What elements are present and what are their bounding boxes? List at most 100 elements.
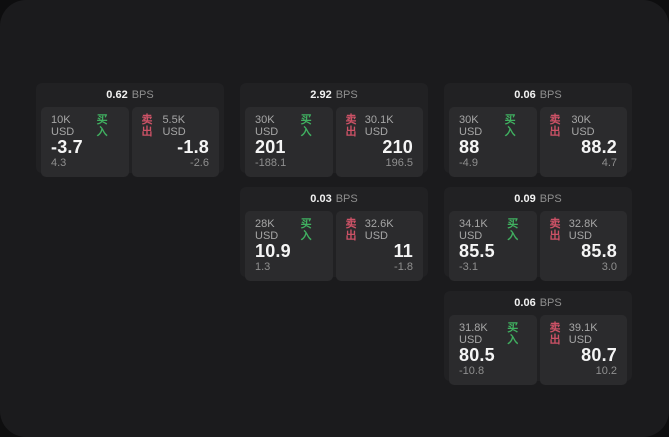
buy-delta: -4.9 xyxy=(459,157,478,169)
sell-delta: 4.7 xyxy=(601,157,617,169)
buy-amount: 34.1K USD xyxy=(459,218,488,242)
card-header: 0.09 BPS xyxy=(449,187,627,211)
sell-amount: 32.8K USD xyxy=(568,218,598,242)
quote-panels: 28K USD 买入 10.9 1.3 卖出 32.6K USD 11 -1.8 xyxy=(245,211,423,281)
buy-side-label: 买入 xyxy=(300,218,312,242)
sell-delta: 196.5 xyxy=(385,157,413,169)
sell-side-label: 卖出 xyxy=(549,322,561,346)
sell-side-label: 卖出 xyxy=(345,218,357,242)
sell-price: 85.8 xyxy=(581,241,617,261)
quote-card-1: 0.62 BPS 10K USD 买入 -3.7 4.3 卖出 5.5K USD xyxy=(36,83,224,177)
sell-quote-panel[interactable]: 卖出 32.8K USD 85.8 3.0 xyxy=(539,211,627,281)
buy-amount: 10K USD xyxy=(51,114,75,138)
sell-panel-top: 卖出 5.5K USD xyxy=(142,114,210,138)
buy-panel-top: 34.1K USD 买入 xyxy=(459,218,527,242)
buy-quote-panel[interactable]: 10K USD 买入 -3.7 4.3 xyxy=(41,107,129,177)
sell-side-label: 卖出 xyxy=(549,218,561,242)
buy-quote-panel[interactable]: 34.1K USD 买入 85.5 -3.1 xyxy=(449,211,537,281)
bps-value: 2.92 xyxy=(310,89,332,101)
bps-value: 0.03 xyxy=(310,193,332,205)
buy-quote-panel[interactable]: 28K USD 买入 10.9 1.3 xyxy=(245,211,333,281)
buy-side-label: 买入 xyxy=(507,322,519,346)
sell-amount: 30.1K USD xyxy=(364,114,394,138)
sell-amount: 30K USD xyxy=(571,114,595,138)
buy-panel-top: 10K USD 买入 xyxy=(51,114,119,138)
quote-panels: 30K USD 买入 201 -188.1 卖出 30.1K USD 210 1… xyxy=(245,107,423,177)
buy-delta: -188.1 xyxy=(255,157,287,169)
card-header: 0.06 BPS xyxy=(449,83,627,107)
sell-panel-top: 卖出 32.6K USD xyxy=(346,218,414,242)
sell-quote-panel[interactable]: 卖出 39.1K USD 80.7 10.2 xyxy=(539,315,627,385)
sell-amount: 5.5K USD xyxy=(162,114,186,138)
buy-quote-panel[interactable]: 31.8K USD 买入 80.5 -10.8 xyxy=(449,315,537,385)
buy-panel-top: 28K USD 买入 xyxy=(255,218,323,242)
buy-panel-top: 30K USD 买入 xyxy=(459,114,527,138)
buy-amount: 30K USD xyxy=(255,114,279,138)
sell-quote-panel[interactable]: 卖出 32.6K USD 11 -1.8 xyxy=(335,211,423,281)
quote-grid: 0.62 BPS 10K USD 买入 -3.7 4.3 卖出 5.5K USD xyxy=(36,83,632,385)
buy-price: 201 xyxy=(255,137,286,157)
buy-side-label: 买入 xyxy=(300,114,312,138)
sell-price: 210 xyxy=(382,137,413,157)
sell-panel-top: 卖出 30.1K USD xyxy=(346,114,414,138)
buy-amount: 28K USD xyxy=(255,218,279,242)
card-header: 0.03 BPS xyxy=(245,187,423,211)
buy-price: 88 xyxy=(459,137,480,157)
buy-delta: -10.8 xyxy=(459,365,485,377)
buy-price: 10.9 xyxy=(255,241,291,261)
sell-side-label: 卖出 xyxy=(141,114,153,138)
buy-delta: 4.3 xyxy=(51,157,67,169)
buy-price: -3.7 xyxy=(51,137,83,157)
sell-price: -1.8 xyxy=(177,137,209,157)
sell-price: 11 xyxy=(393,241,413,261)
sell-delta: 10.2 xyxy=(595,365,617,377)
sell-side-label: 卖出 xyxy=(345,114,357,138)
bps-unit-label: BPS xyxy=(335,89,358,101)
bps-value: 0.62 xyxy=(106,89,128,101)
sell-price: 80.7 xyxy=(581,345,617,365)
quote-panels: 34.1K USD 买入 85.5 -3.1 卖出 32.8K USD 85.8… xyxy=(449,211,627,281)
card-header: 0.62 BPS xyxy=(41,83,219,107)
buy-delta: -3.1 xyxy=(459,261,478,273)
quote-panels: 10K USD 买入 -3.7 4.3 卖出 5.5K USD -1.8 -2.… xyxy=(41,107,219,177)
quote-card-4: 0.03 BPS 28K USD 买入 10.9 1.3 卖出 32.6K USD xyxy=(240,187,428,281)
sell-panel-top: 卖出 39.1K USD xyxy=(550,322,618,346)
sell-panel-top: 卖出 32.8K USD xyxy=(550,218,618,242)
sell-amount: 32.6K USD xyxy=(364,218,394,242)
quote-card-3: 0.06 BPS 30K USD 买入 88 -4.9 卖出 30K USD xyxy=(444,83,632,177)
quote-card-2: 2.92 BPS 30K USD 买入 201 -188.1 卖出 30.1K U… xyxy=(240,83,428,177)
quote-card-5: 0.09 BPS 34.1K USD 买入 85.5 -3.1 卖出 32.8K … xyxy=(444,187,632,281)
sell-price: 88.2 xyxy=(581,137,617,157)
buy-price: 80.5 xyxy=(459,345,495,365)
sell-delta: -2.6 xyxy=(190,157,209,169)
bps-unit-label: BPS xyxy=(539,297,562,309)
quote-card-6: 0.06 BPS 31.8K USD 买入 80.5 -10.8 卖出 39.1K… xyxy=(444,291,632,385)
sell-panel-top: 卖出 30K USD xyxy=(550,114,618,138)
bps-unit-label: BPS xyxy=(539,89,562,101)
bps-unit-label: BPS xyxy=(335,193,358,205)
buy-side-label: 买入 xyxy=(507,218,519,242)
sell-quote-panel[interactable]: 卖出 30K USD 88.2 4.7 xyxy=(539,107,627,177)
sell-side-label: 卖出 xyxy=(549,114,561,138)
sell-delta: -1.8 xyxy=(394,261,413,273)
buy-side-label: 买入 xyxy=(96,114,108,138)
buy-quote-panel[interactable]: 30K USD 买入 201 -188.1 xyxy=(245,107,333,177)
bps-value: 0.06 xyxy=(514,89,536,101)
sell-quote-panel[interactable]: 卖出 30.1K USD 210 196.5 xyxy=(335,107,423,177)
buy-delta: 1.3 xyxy=(255,261,271,273)
buy-panel-top: 31.8K USD 买入 xyxy=(459,322,527,346)
bps-value: 0.06 xyxy=(514,297,536,309)
buy-amount: 30K USD xyxy=(459,114,483,138)
sell-quote-panel[interactable]: 卖出 5.5K USD -1.8 -2.6 xyxy=(131,107,219,177)
card-header: 0.06 BPS xyxy=(449,291,627,315)
bps-value: 0.09 xyxy=(514,193,536,205)
quote-panels: 30K USD 买入 88 -4.9 卖出 30K USD 88.2 4.7 xyxy=(449,107,627,177)
sell-amount: 39.1K USD xyxy=(568,322,598,346)
buy-panel-top: 30K USD 买入 xyxy=(255,114,323,138)
card-header: 2.92 BPS xyxy=(245,83,423,107)
buy-quote-panel[interactable]: 30K USD 买入 88 -4.9 xyxy=(449,107,537,177)
buy-price: 85.5 xyxy=(459,241,495,261)
buy-amount: 31.8K USD xyxy=(459,322,488,346)
bps-unit-label: BPS xyxy=(539,193,562,205)
